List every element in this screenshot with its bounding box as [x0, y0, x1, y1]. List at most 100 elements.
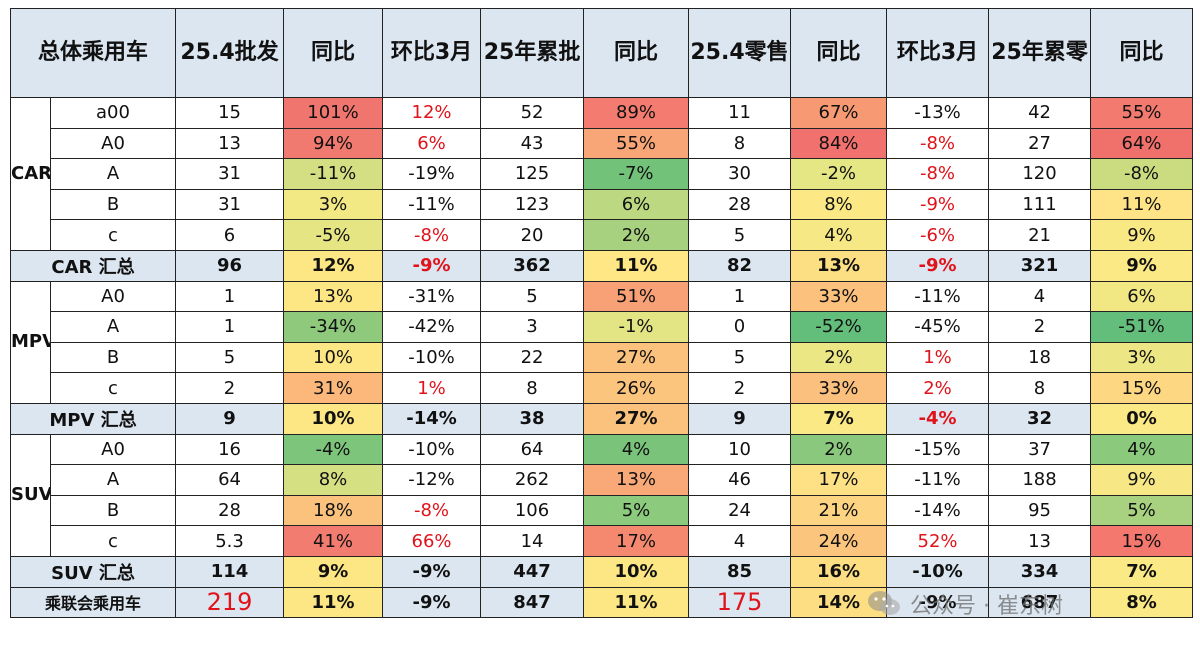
table-cell: -9% [886, 586, 990, 619]
group-label: MPV [10, 280, 51, 404]
table-cell: 9% [1090, 249, 1194, 282]
table-cell: 7% [1090, 555, 1194, 588]
header-cell: 环比3月 [886, 8, 990, 98]
table-row: CAR a00 15 101% 12% 52 89% 11 67% -13% 42 55% [10, 97, 1194, 251]
table-cell: -8% [382, 219, 482, 251]
table-cell: -19% [382, 158, 482, 190]
table-cell: -12% [382, 464, 482, 496]
summary-label: MPV 汇总 [9, 402, 177, 435]
table-cell: 447 [480, 555, 585, 588]
table-cell: -10% [886, 555, 990, 588]
table-cell: 262 [480, 464, 585, 496]
table-cell: 123 [480, 188, 585, 221]
summary-row: SUV 汇总 114 9% -9% 447 10% 85 16% -10% 334 7% [9, 555, 1194, 588]
table-cell: 15% [1090, 525, 1194, 557]
table-cell: 3% [1090, 341, 1194, 374]
table-cell: 95 [988, 494, 1092, 527]
table-cell: 5% [583, 494, 690, 527]
table-row: B 31 3% -11% 123 6% 28 8% -9% 111 11% [11, 188, 1194, 221]
table-cell: -45% [886, 311, 990, 343]
table-cell: 5% [1090, 494, 1194, 527]
table-cell: 21% [790, 494, 888, 527]
table-cell: -5% [283, 219, 384, 251]
table-cell: 334 [988, 555, 1092, 588]
table-cell: 18 [988, 341, 1092, 374]
table-cell: 3% [283, 188, 384, 221]
table-row: c 5.3 41% 66% 14 17% 4 24% 52% 13 15% [11, 525, 1194, 557]
table-cell: 0% [1090, 402, 1194, 435]
table-cell: 106 [480, 494, 585, 527]
segment-label: B [49, 494, 177, 527]
table-cell: 9 [175, 402, 285, 435]
segment-label: c [49, 219, 177, 251]
table-row: c 6 -5% -8% 20 2% 5 4% -6% 21 9% [11, 219, 1194, 251]
table-cell: 13% [283, 280, 384, 313]
table-cell: 0 [688, 311, 792, 343]
table-cell: 2 [688, 372, 792, 404]
table-cell: 41% [283, 525, 384, 557]
table-cell: -9% [886, 249, 990, 282]
table-cell: 8 [988, 372, 1092, 404]
summary-row: CAR 汇总 96 12% -9% 362 11% 82 13% -9% 321 9% [9, 249, 1194, 282]
table-cell: 14% [790, 586, 888, 619]
summary-label: SUV 汇总 [9, 555, 177, 588]
table-cell: 4% [1090, 433, 1194, 466]
table-row: SUV A0 16 -4% -10% 64 4% 10 2% -15% 37 4% [10, 433, 1194, 557]
table-cell: 20 [480, 219, 585, 251]
table-cell: 321 [988, 249, 1092, 282]
table-cell: 43 [480, 127, 585, 160]
table-cell: 1 [175, 311, 285, 343]
segment-label: A0 [49, 280, 177, 313]
table-cell: -34% [283, 311, 384, 343]
table-cell: 46 [688, 464, 792, 496]
total-row: 乘联会乘用车 219 11% -9% 847 11% 175 14% -9% 687 8% [9, 586, 1194, 619]
table-cell: 5 [688, 341, 792, 374]
table-cell: 52% [886, 525, 990, 557]
table-cell: 2% [886, 372, 990, 404]
table-cell: -15% [886, 433, 990, 466]
segment-label: A [49, 311, 177, 343]
table-cell: 30 [688, 158, 792, 190]
table-cell: 33% [790, 280, 888, 313]
table-cell: 9% [1090, 464, 1194, 496]
table-cell: 21 [988, 219, 1092, 251]
table-cell: 85 [688, 555, 792, 588]
table-cell: 9% [1090, 219, 1194, 251]
table-cell: 1 [688, 280, 792, 313]
table-cell: 687 [988, 586, 1092, 619]
table-cell: 12% [283, 249, 384, 282]
table-cell: 14 [480, 525, 585, 557]
table-cell: 5 [175, 341, 285, 374]
table-cell: 24% [790, 525, 888, 557]
table-cell: 175 [688, 586, 792, 619]
table-cell: 15 [175, 97, 285, 129]
sales-table: 总体乘用车 25.4批发 同比 环比3月 25年累批 同比 25.4零售 同比 … [9, 8, 1194, 619]
header-cell: 环比3月 [382, 8, 482, 98]
table-cell: 114 [175, 555, 285, 588]
table-cell: 94% [283, 127, 384, 160]
table-cell: 4 [988, 280, 1092, 313]
table-body: CAR a00 15 101% 12% 52 89% 11 67% -13% 42 55% A0 13 94… [9, 97, 1194, 619]
group-label: SUV [10, 433, 51, 557]
table-cell: 3 [480, 311, 585, 343]
table-cell: 42 [988, 97, 1092, 129]
header-cell: 同比 [583, 8, 690, 98]
table-cell: 9 [688, 402, 792, 435]
table-cell: 51% [583, 280, 690, 313]
segment-label: A0 [49, 433, 177, 466]
table-row: A 1 -34% -42% 3 -1% 0 -52% -45% 2 -51% [11, 311, 1194, 343]
header-cell: 同比 [1090, 8, 1194, 98]
table-cell: 16% [790, 555, 888, 588]
table-cell: 64% [1090, 127, 1194, 160]
table-cell: -11% [886, 464, 990, 496]
table-cell: -8% [382, 494, 482, 527]
table-cell: 8 [688, 127, 792, 160]
table-cell: 8 [480, 372, 585, 404]
table-row: A 64 8% -12% 262 13% 46 17% -11% 188 9% [11, 464, 1194, 496]
table-cell: 16 [175, 433, 285, 466]
table-cell: 84% [790, 127, 888, 160]
table-cell: 27% [583, 341, 690, 374]
table-cell: 31% [283, 372, 384, 404]
table-cell: 7% [790, 402, 888, 435]
table-cell: -9% [886, 188, 990, 221]
